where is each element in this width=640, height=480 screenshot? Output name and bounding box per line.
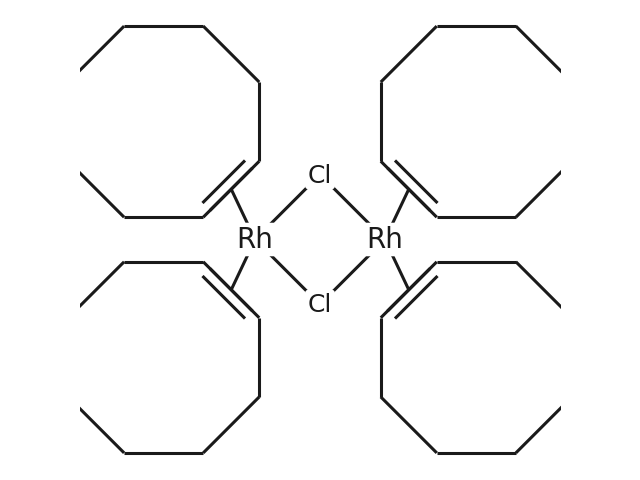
- Text: Rh: Rh: [367, 226, 403, 254]
- Text: Cl: Cl: [308, 163, 332, 187]
- Text: Cl: Cl: [308, 293, 332, 317]
- Text: Rh: Rh: [237, 226, 273, 254]
